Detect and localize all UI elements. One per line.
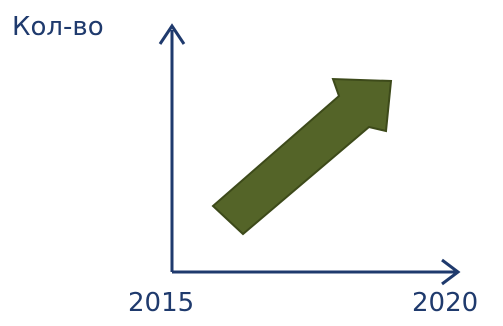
x-axis-end-label: 2020: [412, 288, 479, 318]
y-axis-arrowhead: [158, 23, 186, 45]
growth-arrow: [211, 77, 393, 236]
y-axis-label: Кол-во: [12, 12, 104, 42]
x-axis-start-label: 2015: [128, 288, 195, 318]
x-axis-arrowhead: [441, 258, 461, 286]
